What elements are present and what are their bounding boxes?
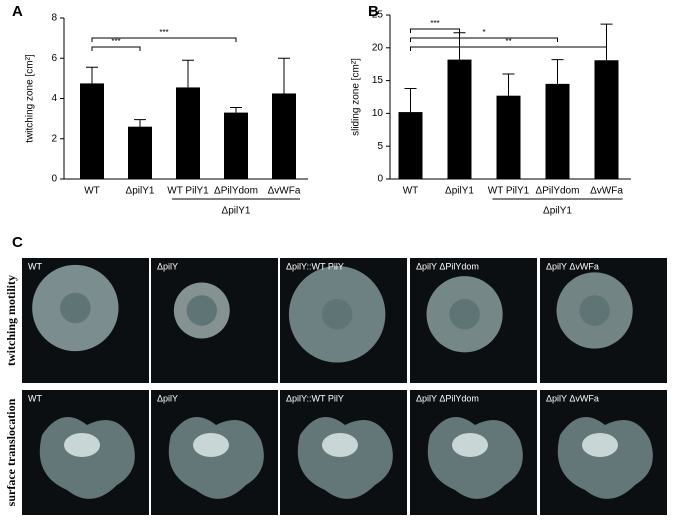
- colony-center: [186, 295, 218, 326]
- colony: [557, 417, 653, 499]
- photo-label: WT: [28, 261, 42, 271]
- colony: [297, 417, 393, 499]
- y-axis-label: twitching zone [cm²]: [25, 54, 36, 143]
- x-tick-label: ΔPilYdom: [214, 186, 258, 197]
- colony-core: [322, 433, 358, 457]
- colony: [168, 417, 264, 499]
- error-bar: [600, 23, 613, 61]
- photo-label: ΔpilY::WT PilY: [286, 393, 344, 403]
- bar: [224, 112, 248, 179]
- photo-label: ΔpilY ΔvWFa: [546, 261, 599, 271]
- panel-label: C: [12, 234, 23, 251]
- x-tick-label: WT PilY1: [488, 186, 530, 197]
- bar: [545, 83, 570, 179]
- colony-core: [582, 433, 618, 457]
- colony-core: [193, 433, 229, 457]
- photo-label: ΔpilY: [157, 261, 178, 271]
- significance-bracket: [410, 37, 558, 42]
- error-bar: [502, 73, 515, 96]
- y-tick-label: 0: [51, 174, 57, 185]
- error-bar: [551, 59, 564, 84]
- row-label: surface translocation: [4, 398, 18, 506]
- x-tick-label: ΔPilYdom: [536, 186, 580, 197]
- y-tick-label: 10: [372, 108, 384, 119]
- bar: [128, 126, 152, 179]
- photo-label: ΔpilY ΔPilYdom: [416, 393, 479, 403]
- error-bar: [278, 57, 290, 94]
- significance-label: **: [505, 37, 511, 46]
- x-tick-label: ΔvWFa: [590, 186, 623, 197]
- x-tick-label: ΔpilY1: [126, 186, 155, 197]
- error-bar: [230, 107, 242, 113]
- photo-label: ΔpilY: [157, 393, 178, 403]
- x-tick-label: WT: [403, 186, 419, 197]
- bar: [272, 93, 296, 179]
- y-tick-label: 5: [377, 141, 383, 152]
- colony-core: [452, 433, 488, 457]
- error-bar: [404, 87, 417, 113]
- bar: [80, 83, 104, 179]
- significance-bracket: [91, 37, 237, 42]
- bar: [594, 60, 619, 179]
- bar: [176, 87, 200, 179]
- error-bar: [134, 119, 146, 127]
- significance-label: ***: [111, 37, 120, 46]
- y-tick-label: 8: [51, 13, 57, 24]
- significance-bracket: [91, 46, 141, 51]
- panel-label: B: [368, 3, 379, 20]
- photo-label: ΔpilY::WT PilY: [286, 261, 344, 271]
- significance-bracket: [410, 28, 460, 33]
- photo-label: ΔpilY ΔPilYdom: [416, 261, 479, 271]
- error-bar: [86, 66, 98, 84]
- x-tick-label: WT PilY1: [167, 186, 209, 197]
- bar: [447, 59, 472, 179]
- bar: [398, 112, 423, 179]
- x-tick-label: ΔvWFa: [268, 186, 301, 197]
- group-label: ΔpilY1: [222, 206, 251, 217]
- colony-center: [321, 299, 353, 330]
- y-tick-label: 20: [372, 42, 384, 53]
- group-label: ΔpilY1: [543, 206, 572, 217]
- photo-label: ΔpilY ΔvWFa: [546, 393, 599, 403]
- x-tick-label: WT: [84, 186, 100, 197]
- photo-label: WT: [28, 393, 42, 403]
- colony: [427, 417, 523, 499]
- error-bar: [182, 59, 194, 88]
- y-tick-label: 25: [372, 10, 384, 21]
- row-label: twitching motility: [4, 275, 18, 366]
- colony-core: [64, 433, 100, 457]
- colony-center: [579, 295, 610, 326]
- colony: [39, 417, 135, 499]
- significance-bracket: [410, 46, 607, 51]
- panel-label: A: [12, 3, 23, 20]
- y-axis-label: sliding zone [cm²]: [351, 58, 362, 136]
- significance-label: *: [482, 28, 485, 37]
- significance-label: ***: [430, 19, 439, 28]
- colony-center: [449, 299, 480, 330]
- y-tick-label: 15: [372, 75, 384, 86]
- y-tick-label: 6: [51, 53, 57, 64]
- y-tick-label: 0: [377, 174, 383, 185]
- x-tick-label: ΔpilY1: [445, 186, 474, 197]
- colony-center: [60, 292, 91, 324]
- bar: [496, 95, 521, 179]
- y-tick-label: 4: [51, 93, 57, 104]
- error-bar: [453, 32, 466, 60]
- y-tick-label: 2: [51, 133, 57, 144]
- significance-label: ***: [159, 28, 168, 37]
